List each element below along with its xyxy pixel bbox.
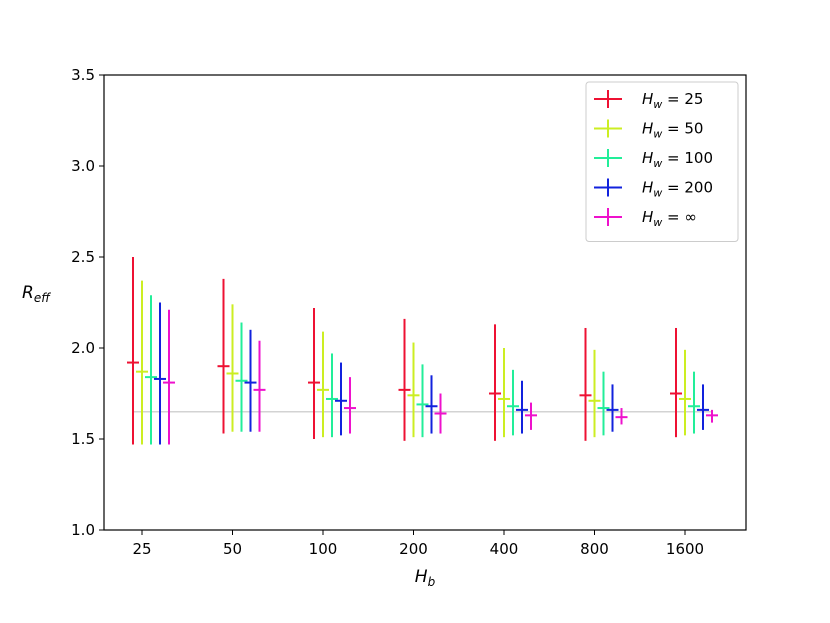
legend-item: Hw = ∞ [594,208,697,229]
x-tick-label: 100 [309,540,338,558]
series-3 [145,295,700,445]
y-axis-label: Reff [22,283,51,305]
axes-frame [103,74,747,531]
y-tick-label: 2.5 [71,248,95,266]
x-tick-label: 1600 [666,540,704,558]
y-tick-label: 3.5 [71,66,95,84]
x-tick-label: 400 [490,540,519,558]
y-tick-label: 2.0 [71,339,95,357]
x-tick-label: 50 [223,540,242,558]
y-axis: 1.0 1.5 2.0 2.5 3.0 3.5 [71,66,104,539]
x-tick-label: 200 [399,540,428,558]
legend-label: Hw = 50 [642,120,703,141]
legend-label: Hw = 100 [642,149,713,170]
legend-item: Hw = 100 [594,149,713,170]
x-axis: 25 50 100 200 400 800 1600 [132,530,704,558]
legend: Hw = 25 Hw = 50 Hw = 100 Hw = 200 Hw = ∞ [585,81,739,242]
legend-item: Hw = 50 [594,119,703,141]
x-tick-label: 25 [132,540,151,558]
series-1 [127,257,682,445]
plot-area [127,257,718,445]
x-axis-label: Hb [415,567,436,589]
legend-label: Hw = 200 [642,179,713,200]
series-2 [136,280,691,445]
legend-box [585,81,739,242]
y-tick-label: 1.0 [71,521,95,539]
legend-label: Hw = ∞ [642,208,697,229]
legend-item: Hw = 200 [594,178,713,200]
y-tick-label: 3.0 [71,157,95,175]
series-5 [163,309,718,445]
legend-item: Hw = 25 [594,90,703,111]
series-4 [154,302,709,445]
x-tick-label: 800 [580,540,609,558]
legend-label: Hw = 25 [642,90,703,111]
y-tick-label: 1.5 [71,430,95,448]
